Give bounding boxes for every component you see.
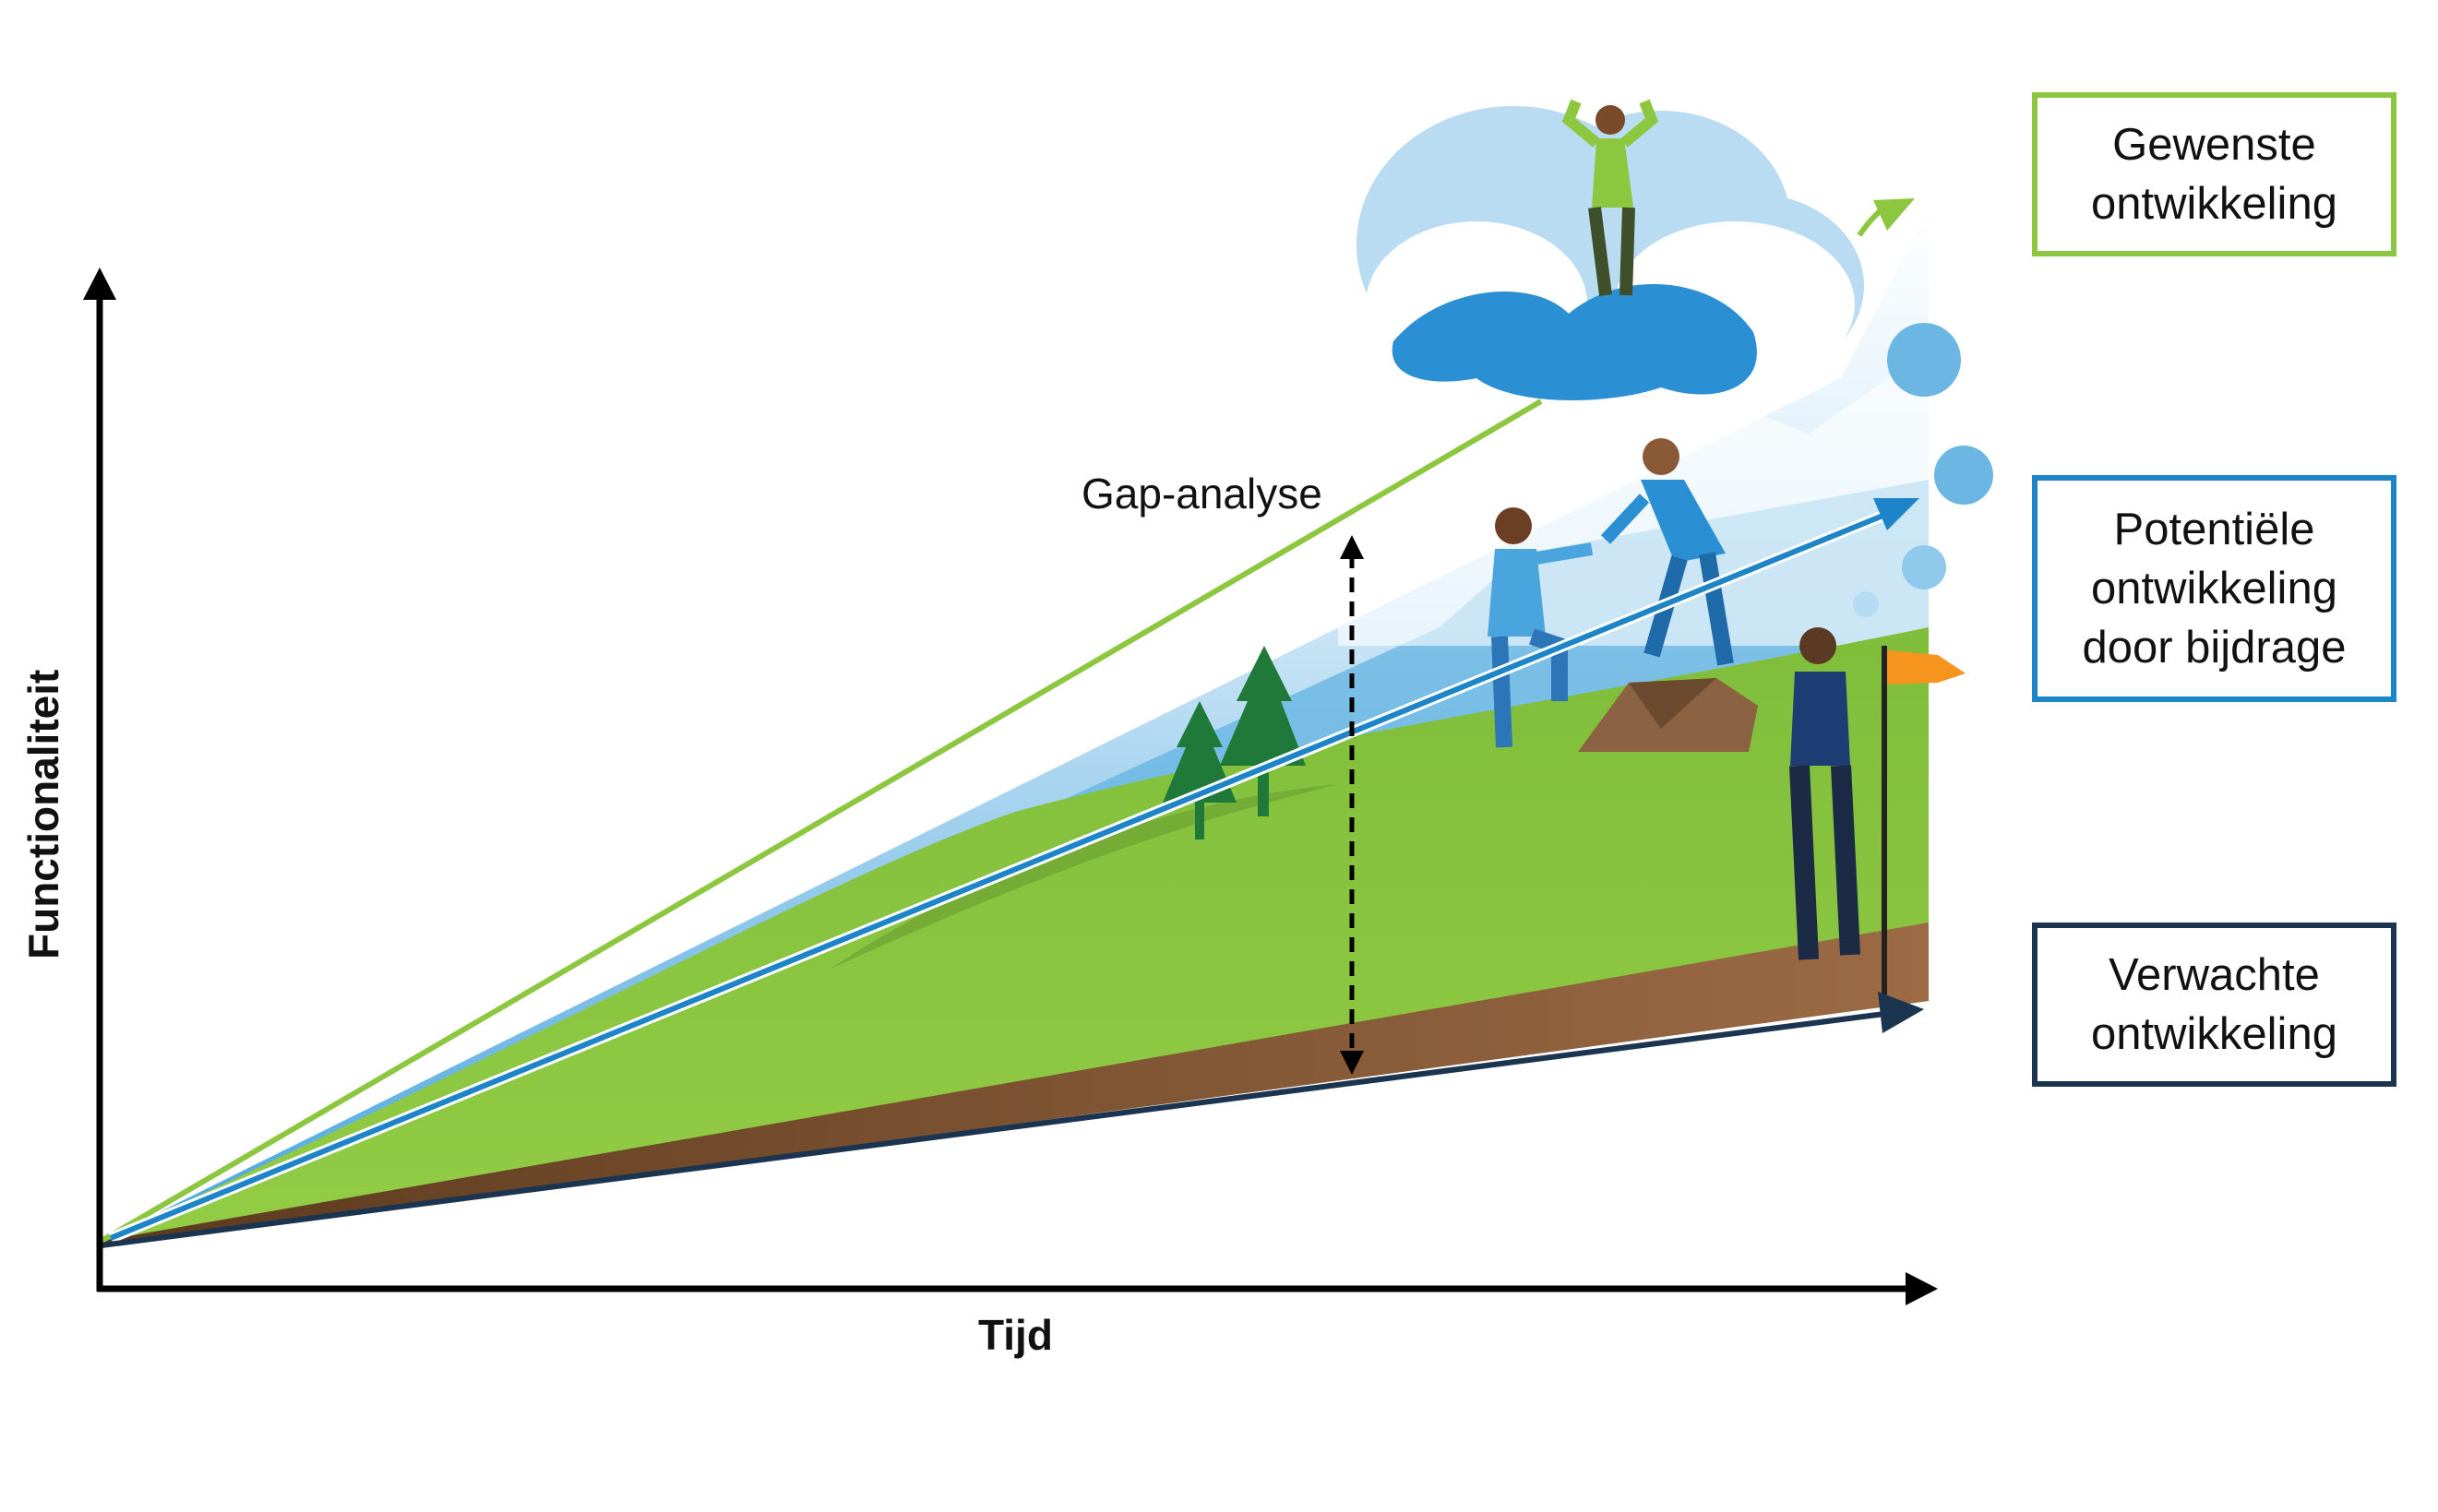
legend-desired-line2: ontwikkeling xyxy=(2091,179,2337,229)
person-celebrating-icon xyxy=(1561,99,1659,296)
legend-potential-line1: Potentiële xyxy=(2113,505,2315,554)
gap-analysis-label: Gap-analyse xyxy=(1082,470,1322,518)
x-axis-label: Tijd xyxy=(978,1311,1053,1359)
y-axis xyxy=(83,268,116,1292)
people-helping-icon xyxy=(1488,438,1734,748)
legend-potential-line2: ontwikkeling xyxy=(2091,564,2337,613)
line-potential xyxy=(108,498,1919,1244)
legend-expected-line2: ontwikkeling xyxy=(2091,1009,2337,1059)
legend-potential-line3: door bijdrage xyxy=(2082,623,2347,673)
x-axis xyxy=(97,1272,1938,1305)
legend-desired: Gewenste ontwikkeling xyxy=(2032,92,2396,256)
legend-potential: Potentiële ontwikkeling door bijdrage xyxy=(2032,475,2396,702)
gap-analysis-arrow xyxy=(1340,535,1364,1075)
cloud-icon xyxy=(1356,106,1993,617)
line-expected xyxy=(101,992,1924,1248)
tree-icon xyxy=(1163,646,1306,839)
legend-expected: Verwachte ontwikkeling xyxy=(2032,923,2396,1087)
y-axis-label: Functionaliteit xyxy=(19,669,67,959)
soil-area xyxy=(102,923,1929,1247)
grass-area xyxy=(102,627,1929,1241)
line-desired xyxy=(100,198,1915,1244)
legend-expected-line1: Verwachte xyxy=(2109,950,2320,1000)
rock-icon xyxy=(1578,678,1758,752)
person-with-flag-icon xyxy=(1789,627,1966,996)
legend-desired-line1: Gewenste xyxy=(2112,120,2316,170)
